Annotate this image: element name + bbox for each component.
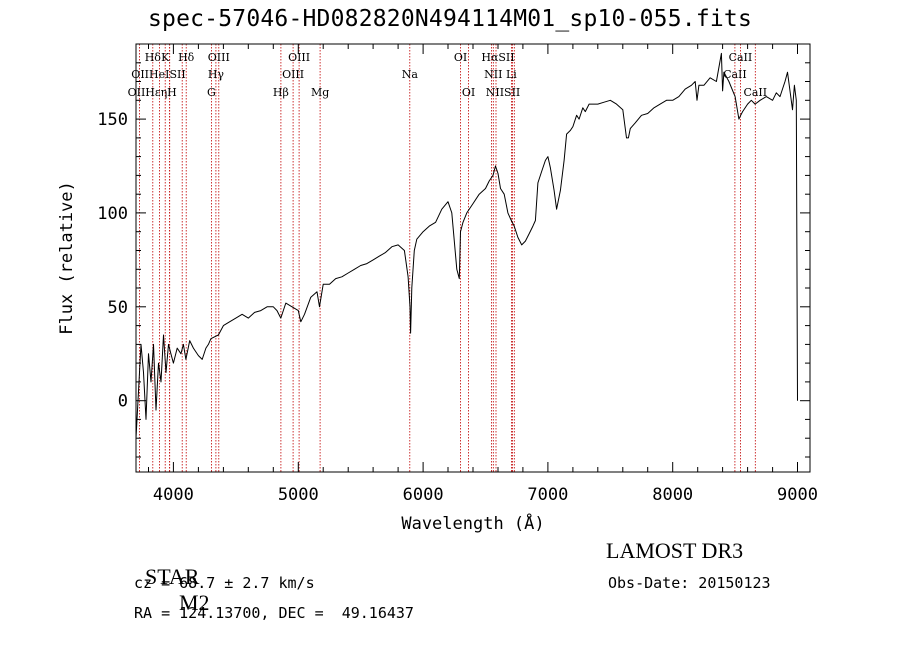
- object-subclass: M2: [179, 590, 210, 615]
- x-tick-label: 9000: [777, 485, 818, 505]
- x-tick-label: 7000: [527, 485, 568, 505]
- line-label: OI: [454, 51, 467, 64]
- x-tick-label: 4000: [153, 485, 194, 505]
- x-tick-label: 5000: [278, 485, 319, 505]
- spectrum-line: [135, 52, 798, 439]
- survey-name: LAMOST DR3: [606, 538, 744, 563]
- x-tick-label: 6000: [403, 485, 444, 505]
- line-label: HαSII: [481, 51, 514, 64]
- plot-frame: [135, 43, 811, 473]
- line-label: G: [207, 86, 216, 99]
- line-label: Mg: [311, 86, 329, 99]
- line-label: CaII: [723, 68, 747, 81]
- y-tick-label: 100: [97, 204, 128, 224]
- spectral-lines-layer: [138, 44, 756, 472]
- y-ticks-layer: 0 50 100 150: [97, 62, 810, 458]
- coordinates: RA = 124.13700, DEC = 49.16437: [134, 604, 414, 622]
- y-axis-label: Flux (relative): [57, 181, 77, 335]
- line-label: Hγ: [208, 68, 225, 81]
- line-label: Hδ: [178, 51, 195, 64]
- line-label: Hβ: [273, 86, 289, 99]
- x-axis-label: Wavelength (Å): [401, 512, 544, 534]
- line-label: OIII: [282, 68, 304, 81]
- y-tick-label: 150: [97, 110, 128, 130]
- y-tick-label: 0: [118, 392, 128, 412]
- line-label: CaII: [743, 86, 767, 99]
- object-class: STAR: [145, 564, 200, 589]
- x-tick-label: 8000: [652, 485, 693, 505]
- redshift-velocity: cz = 68.7 ± 2.7 km/s: [134, 574, 315, 592]
- line-label: NII Li: [484, 68, 517, 81]
- y-tick-label: 50: [108, 298, 128, 318]
- line-label: Hδ: [145, 51, 162, 64]
- line-label: OIII: [288, 51, 310, 64]
- chart-title: spec-57046-HD082820N494114M01_sp10-055.f…: [147, 6, 753, 32]
- x-ticks-layer: 4000 5000 6000 7000 8000 9000: [148, 44, 818, 505]
- line-label: OI: [462, 86, 475, 99]
- line-label: CaII: [729, 51, 753, 64]
- line-label: NIISII: [486, 86, 521, 99]
- line-label: OIII: [208, 51, 230, 64]
- line-label: K: [161, 51, 170, 64]
- line-label: Na: [402, 68, 419, 81]
- spectrum-layer: [135, 52, 798, 439]
- line-label: OIIHeISII: [131, 68, 185, 81]
- line-label: OIIHεηH: [128, 86, 177, 99]
- observation-date: Obs-Date: 20150123: [608, 574, 771, 592]
